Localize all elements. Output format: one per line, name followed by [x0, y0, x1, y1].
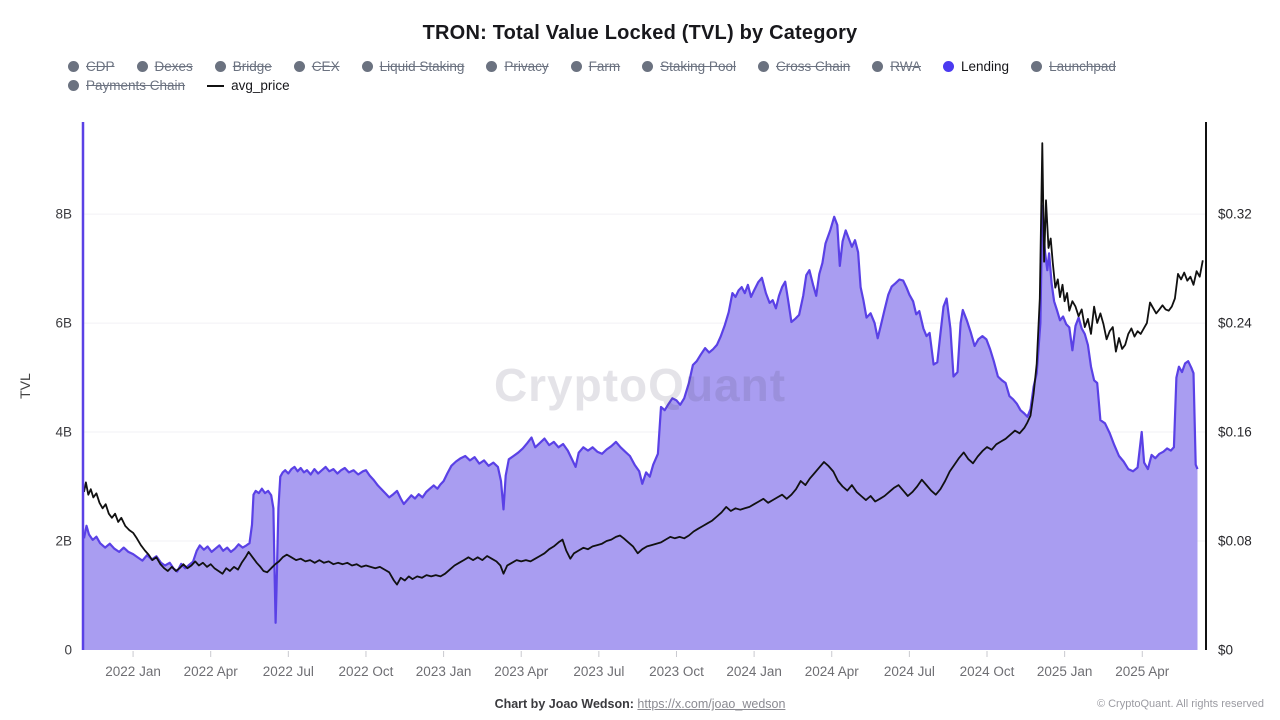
- x-tick-label: 2023 Apr: [494, 664, 549, 679]
- legend-item-payments-chain[interactable]: Payments Chain: [68, 78, 185, 93]
- category-dot-icon: [872, 61, 884, 72]
- legend-label: Privacy: [504, 59, 549, 74]
- legend-label: Lending: [961, 59, 1010, 74]
- category-dot-icon: [486, 61, 498, 72]
- y-right-tick-label: $0.08: [1218, 533, 1252, 548]
- category-dot-icon: [68, 61, 79, 72]
- legend-label: Dexes: [154, 59, 193, 74]
- y-left-tick-label: 6B: [55, 316, 72, 331]
- legend-label: Cross Chain: [775, 59, 851, 74]
- legend-label: RWA: [890, 59, 922, 74]
- x-tick-label: 2024 Jan: [726, 664, 782, 679]
- x-tick-label: 2024 Oct: [960, 664, 1015, 679]
- legend-label: CEX: [311, 59, 340, 74]
- watermark: CryptoQuant: [494, 359, 786, 411]
- line-marker-icon: [207, 84, 225, 87]
- x-tick-label: 2022 Oct: [339, 664, 394, 679]
- category-dot-icon: [361, 61, 373, 72]
- legend-row-1: CDP Dexes Bridge CEX Liquid Staking Privacy Fa…: [68, 59, 1116, 74]
- legend-item-rwa[interactable]: RWA: [872, 59, 921, 74]
- legend-row-2: Payments Chain avg_price: [68, 78, 1116, 93]
- legend-label: Farm: [588, 59, 621, 74]
- tvl-area-edge: [82, 204, 1199, 624]
- chart-title: TRON: Total Value Locked (TVL) by Catego…: [422, 22, 858, 44]
- category-dot-icon: [214, 61, 226, 72]
- legend-item-avg-price[interactable]: avg_price: [207, 78, 290, 93]
- legend-item-liquid-staking[interactable]: Liquid Staking: [361, 59, 465, 74]
- x-tick-label: 2023 Jan: [416, 664, 472, 679]
- legend-label: Launchpad: [1049, 59, 1116, 74]
- legend-label: CDP: [86, 59, 115, 74]
- legend-item-farm[interactable]: Farm: [570, 59, 621, 74]
- legend-item-launchpad[interactable]: Launchpad: [1031, 59, 1116, 74]
- y-left-tick-label: 2B: [55, 534, 72, 549]
- x-tick-label: 2022 Apr: [184, 664, 239, 679]
- legend-item-bridge[interactable]: Bridge: [214, 59, 272, 74]
- category-dot-icon: [136, 61, 148, 72]
- avg-price-line: [83, 142, 1204, 586]
- y-axis-title: TVL: [17, 373, 33, 399]
- category-dot-icon: [293, 61, 305, 72]
- tvl-area: [84, 205, 1198, 650]
- credit-link[interactable]: https://x.com/joao_wedson: [637, 697, 786, 711]
- category-dot-icon: [757, 61, 769, 72]
- legend-item-staking-pool[interactable]: Staking Pool: [642, 59, 736, 74]
- y-left-tick-label: 0: [64, 643, 72, 658]
- legend-label: Staking Pool: [660, 59, 736, 74]
- legend-label: Payments Chain: [86, 78, 186, 93]
- category-dot-icon: [68, 80, 79, 91]
- category-dot-icon: [570, 61, 582, 72]
- legend-item-lending[interactable]: Lending: [943, 59, 1009, 74]
- y-right-tick-label: $0.24: [1218, 315, 1252, 330]
- y-right-tick-label: $0.16: [1218, 424, 1252, 439]
- y-right-tick-label: $0: [1218, 643, 1233, 658]
- legend-item-cex[interactable]: CEX: [293, 59, 340, 74]
- y-left-tick-label: 4B: [55, 425, 72, 440]
- y-right-tick-label: $0.32: [1218, 206, 1252, 221]
- x-tick-label: 2025 Jan: [1037, 664, 1093, 679]
- legend-label: avg_price: [231, 78, 290, 93]
- legend-label: Liquid Staking: [379, 59, 465, 74]
- legend-label: Bridge: [232, 59, 272, 74]
- legend-item-privacy[interactable]: Privacy: [486, 59, 549, 74]
- y-left-tick-label: 8B: [55, 207, 72, 222]
- x-tick-label: 2022 Jul: [263, 664, 314, 679]
- copyright: © CryptoQuant. All rights reserved: [1096, 698, 1264, 710]
- category-dot-icon: [642, 61, 654, 72]
- footer-credit: Chart by Joao Wedson: https://x.com/joao…: [0, 697, 1280, 711]
- x-tick-label: 2023 Jul: [573, 664, 624, 679]
- legend-item-dexes[interactable]: Dexes: [136, 59, 193, 74]
- x-tick-label: 2024 Jul: [884, 664, 935, 679]
- legend-item-cdp[interactable]: CDP: [68, 59, 115, 74]
- credit-label: Chart by Joao Wedson:: [494, 697, 634, 711]
- x-tick-label: 2025 Apr: [1115, 664, 1170, 679]
- x-tick-label: 2022 Jan: [105, 664, 161, 679]
- legend: CDP Dexes Bridge CEX Liquid Staking Privacy Fa…: [68, 59, 1116, 93]
- legend-item-cross-chain[interactable]: Cross Chain: [757, 59, 851, 74]
- x-tick-label: 2024 Apr: [805, 664, 860, 679]
- category-dot-icon: [1031, 61, 1043, 72]
- category-dot-icon: [943, 61, 955, 72]
- x-tick-label: 2023 Oct: [649, 664, 704, 679]
